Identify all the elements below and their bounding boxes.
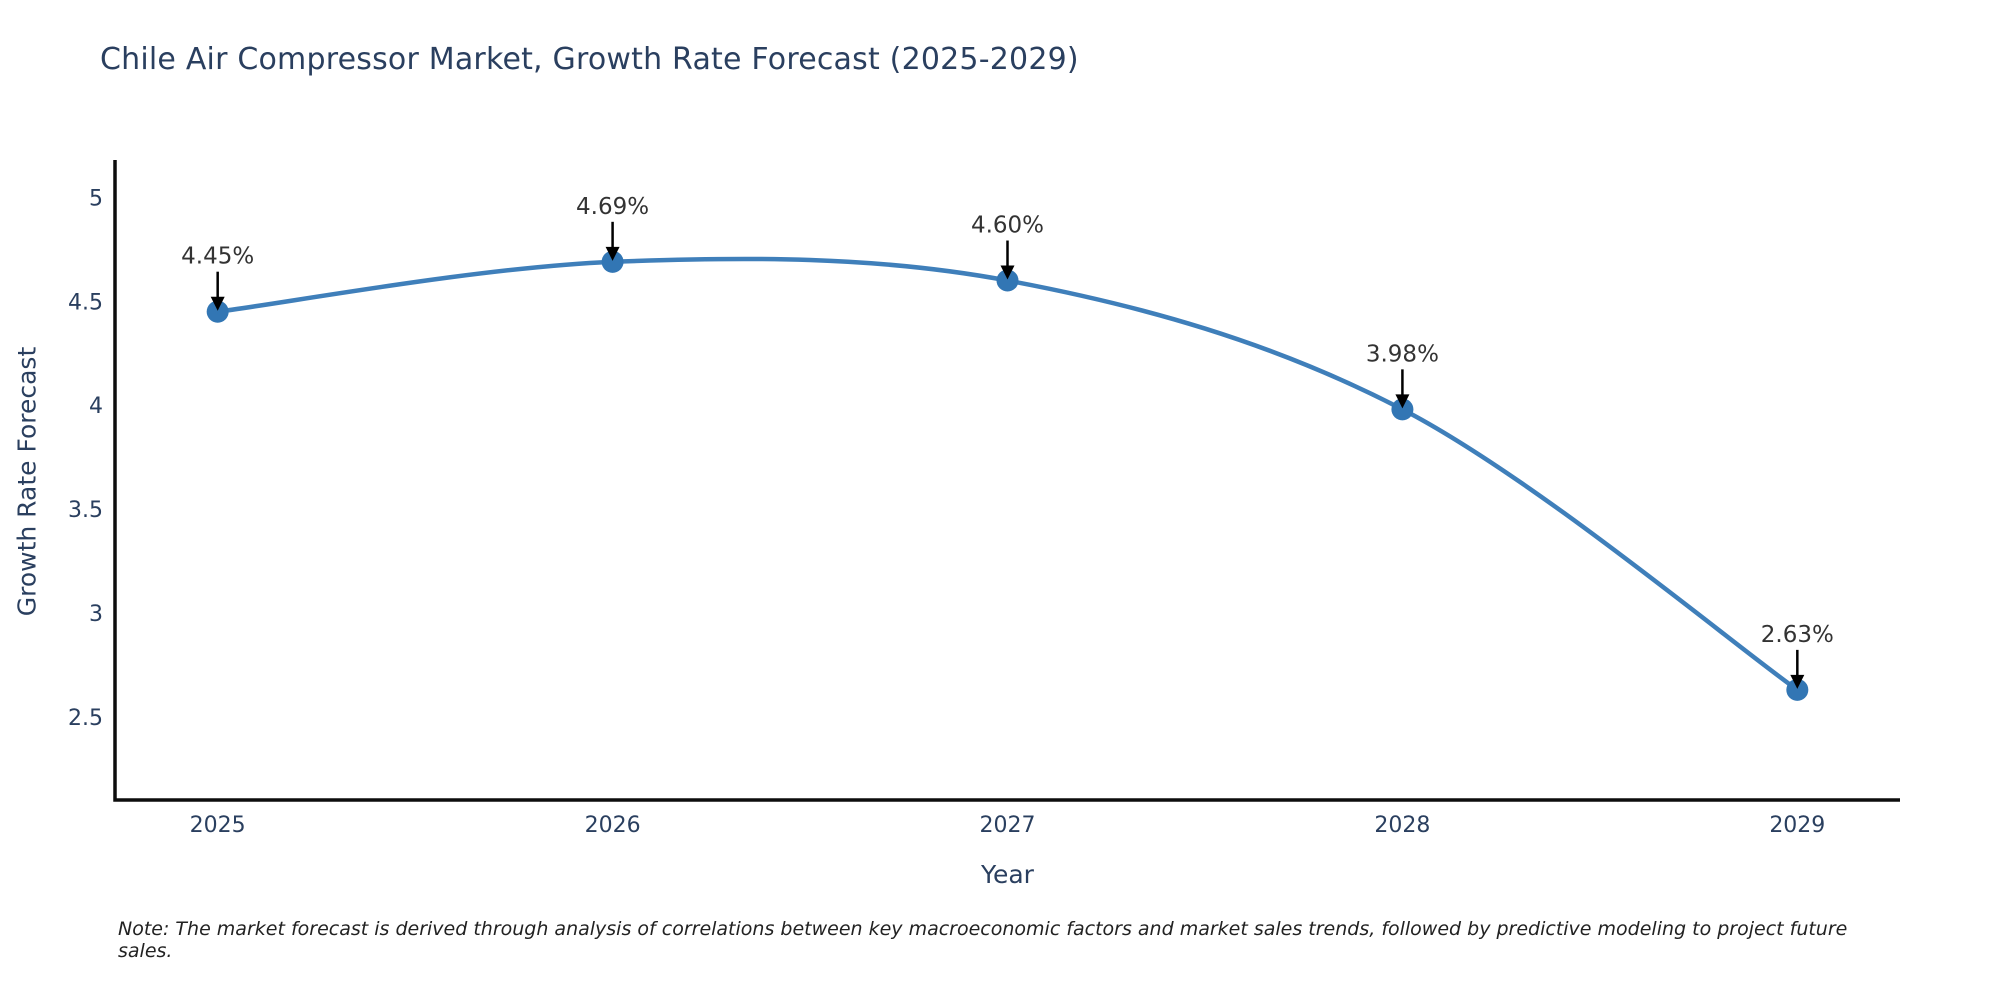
y-tick-label: 3 [89,602,103,627]
annotation-arrowhead-icon [605,246,620,261]
y-tick-label: 4 [89,394,103,419]
data-point-marker [996,269,1019,292]
data-point-marker [1391,398,1414,421]
x-tick-label: 2027 [980,813,1036,838]
point-value-label: 3.98% [1366,341,1439,367]
data-point-marker [601,250,624,273]
growth-rate-line [215,256,1800,693]
point-value-label: 2.63% [1761,622,1834,648]
y-tick-label: 4.5 [68,290,103,315]
data-point-marker [206,300,229,323]
x-axis-title: Year [981,860,1034,889]
chart-title: Chile Air Compressor Market, Growth Rate… [100,42,1079,77]
point-value-label: 4.45% [181,244,254,270]
axis-lines [113,160,1900,802]
annotation-arrowhead-icon [1790,674,1805,689]
annotation-arrowhead-icon [1000,265,1015,280]
y-tick-label: 5 [89,186,103,211]
point-value-label: 4.69% [576,194,649,220]
data-point-marker [1786,678,1809,701]
x-tick-label: 2026 [585,813,641,838]
x-tick-label: 2029 [1769,813,1825,838]
chart-footnote: Note: The market forecast is derived thr… [118,918,1848,962]
annotation-arrowhead-icon [1395,394,1410,409]
point-value-label: 4.60% [971,213,1044,239]
y-tick-label: 2.5 [68,706,103,731]
x-tick-label: 2028 [1374,813,1430,838]
x-tick-label: 2025 [190,813,246,838]
annotation-arrowhead-icon [210,296,225,311]
y-tick-label: 3.5 [68,498,103,523]
